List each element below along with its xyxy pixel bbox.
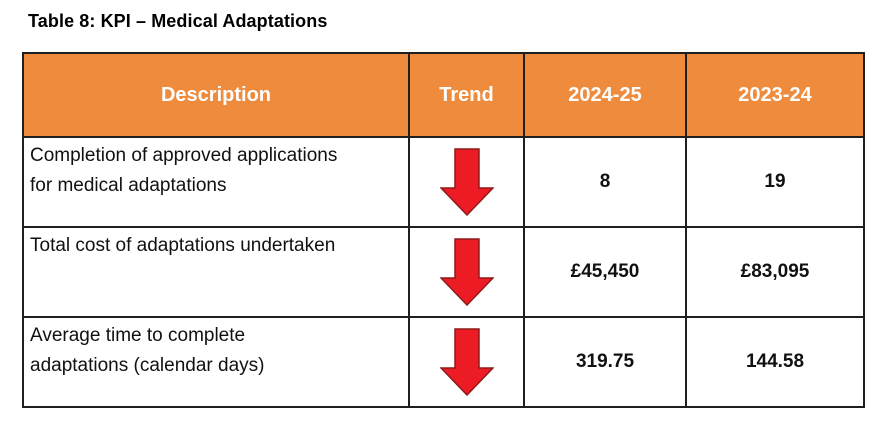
table-row: Total cost of adaptations undertaken £45… [22, 226, 865, 318]
description-cell: Total cost of adaptations undertaken [22, 226, 410, 318]
down-arrow-icon [439, 238, 494, 306]
value-2023-24: 19 [685, 136, 865, 228]
description-cell: Completion of approved applications for … [22, 136, 410, 228]
column-header-description: Description [22, 52, 410, 138]
header-row: Description Trend 2024-25 2023-24 [22, 52, 865, 138]
value-2024-25: 319.75 [523, 316, 687, 408]
table-row: Completion of approved applications for … [22, 136, 865, 228]
table-header: Description Trend 2024-25 2023-24 [22, 52, 865, 138]
trend-cell [408, 316, 525, 408]
trend-cell [408, 226, 525, 318]
value-2023-24: £83,095 [685, 226, 865, 318]
down-arrow-icon [439, 328, 494, 396]
description-cell: Average time to complete adaptations (ca… [22, 316, 410, 408]
value-2023-24: 144.58 [685, 316, 865, 408]
column-header-2023-24: 2023-24 [685, 52, 865, 138]
column-header-2024-25: 2024-25 [523, 52, 687, 138]
value-2024-25: 8 [523, 136, 687, 228]
value-2024-25: £45,450 [523, 226, 687, 318]
page-title: Table 8: KPI – Medical Adaptations [28, 11, 328, 31]
kpi-table: Description Trend 2024-25 2023-24 Comple… [22, 52, 865, 408]
column-header-trend: Trend [408, 52, 525, 138]
trend-cell [408, 136, 525, 228]
down-arrow-icon [439, 148, 494, 216]
table-row: Average time to complete adaptations (ca… [22, 316, 865, 408]
